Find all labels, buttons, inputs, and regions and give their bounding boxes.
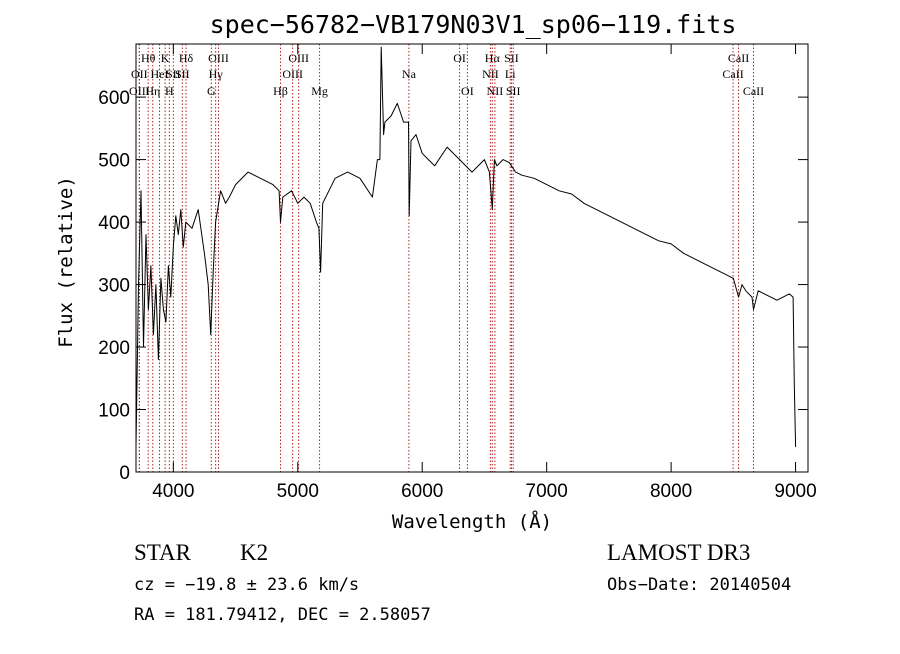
spectral-line-label: Hη	[145, 84, 160, 98]
spectral-line-label: H	[165, 84, 174, 98]
spectral-line-label: NII	[487, 84, 504, 98]
y-axis-label: Flux (relative)	[55, 176, 77, 348]
spectral-line-label: Na	[402, 67, 417, 81]
axis-group: 4000 5000 6000 7000 8000 9000 0 100 200 300 400 500…	[98, 44, 817, 502]
spectral-line-label: SII	[506, 84, 521, 98]
spectral-line-label: OII	[131, 67, 148, 81]
object-subclass: K2	[240, 540, 268, 565]
y-tick-label: 300	[98, 276, 130, 297]
y-tick-label: 500	[98, 151, 130, 172]
spectral-line-label: Hδ	[179, 51, 194, 65]
redshift-cz: cz = −19.8 ± 23.6 km/s	[134, 575, 359, 595]
coordinates: RA = 181.79412, DEC = 2.58057	[134, 605, 431, 625]
spectral-line-label: CaII	[722, 67, 743, 81]
y-tick-label: 200	[98, 338, 130, 359]
spectral-line-label: CaII	[743, 84, 764, 98]
y-tick-label: 100	[98, 401, 130, 422]
spectral-line-label: K	[161, 51, 170, 65]
spectrum-line	[135, 46, 797, 448]
spectral-line-label: Li	[505, 67, 516, 81]
spectral-line-label: SII	[166, 67, 181, 81]
spectral-line-label: Hθ	[141, 51, 156, 65]
spectral-line-label: SII	[504, 51, 519, 65]
y-tick-label: 400	[98, 213, 130, 234]
chart-title: spec−56782−VB179N03V1_sp06−119.fits	[210, 10, 737, 39]
spectral-line-label: Mg	[311, 84, 328, 98]
x-tick-label: 7000	[526, 481, 568, 502]
spectral-line-label: OIII	[288, 51, 309, 65]
spectral-line-label: OI	[461, 84, 474, 98]
x-tick-label: 4000	[152, 481, 194, 502]
spectral-line-label: OI	[453, 51, 466, 65]
y-tick-label: 0	[119, 463, 130, 484]
spectral-line-label: SII	[175, 67, 190, 81]
survey-name: LAMOST DR3	[607, 540, 750, 565]
spectral-line-label: OIII	[129, 84, 150, 98]
spectral-line-label: CaII	[728, 51, 749, 65]
x-tick-label: 6000	[401, 481, 443, 502]
spectral-line-label: Hγ	[209, 67, 224, 81]
plot-frame	[135, 43, 809, 473]
obs-date: Obs−Date: 20140504	[607, 575, 791, 595]
spectral-line-label: HeI	[151, 67, 169, 81]
x-tick-label: 9000	[774, 481, 816, 502]
spectral-line-label: G	[207, 84, 216, 98]
x-axis-label: Wavelength (Å)	[392, 510, 552, 533]
spectral-line-label: OIII	[282, 67, 303, 81]
spectral-line-label: NII	[482, 67, 499, 81]
object-class: STAR	[134, 540, 192, 565]
x-tick-label: 5000	[277, 481, 319, 502]
spectral-line-label: Hβ	[273, 84, 288, 98]
spectral-line-label: OIII	[208, 51, 229, 65]
y-tick-label: 600	[98, 88, 130, 109]
series-group	[135, 46, 797, 448]
spectral-line-label: Hα	[485, 51, 501, 65]
x-tick-label: 8000	[650, 481, 692, 502]
